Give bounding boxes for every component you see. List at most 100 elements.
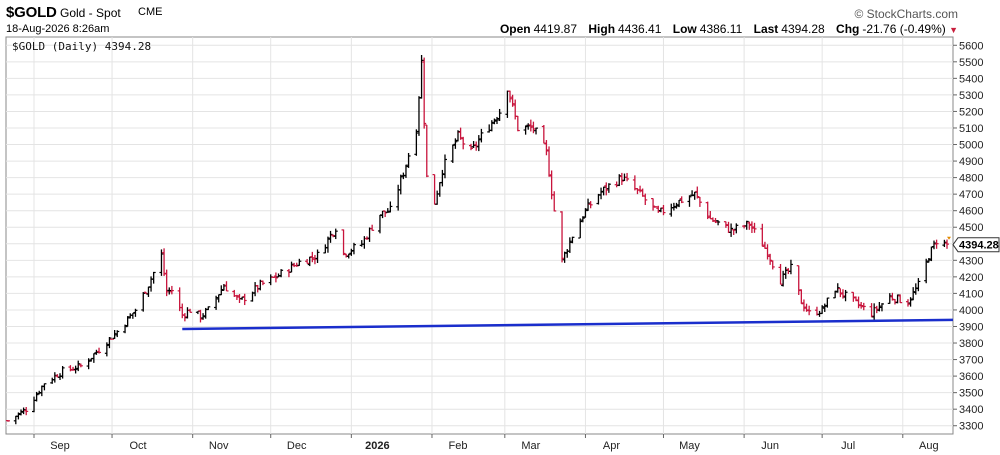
y-tick-label: 3300 [959,421,983,433]
ohlc-bar [744,220,749,230]
ohlc-bar [115,330,120,338]
ohlc-bar [716,220,721,226]
high-label: High [588,22,616,36]
y-tick-label: 5600 [959,40,983,52]
x-tick-label: Dec [287,440,307,452]
ohlc-bar [471,141,476,148]
ohlc-bar [583,208,588,218]
ohlc-bar [856,296,861,309]
ohlc-bar [461,136,466,150]
ohlc-bar [328,230,333,243]
x-tick-label: Feb [448,440,467,452]
y-tick-label: 5100 [959,123,983,135]
trendline [182,318,954,331]
ohlc-bar [749,221,754,234]
ohlc-bar [783,266,788,279]
brand-logo[interactable]: © StockCharts.com [854,7,958,21]
ohlc-bar [497,108,502,122]
x-tick-label: Sep [50,440,70,452]
ohlc-bar [731,229,736,236]
y-tick-label: 3500 [959,388,983,400]
x-tick-label: Nov [209,440,229,452]
ohlc-bar [6,420,10,422]
y-tick-label: 4100 [959,288,983,300]
ohlc-bar [442,154,447,179]
ohlc-bar [107,337,112,349]
ohlc-bar [19,409,24,416]
ohlc-bar [133,308,138,317]
y-tick-label: 4000 [959,305,983,317]
ohlc-bar [112,329,117,339]
ohlc-bar [422,57,427,129]
ohlc-bar [21,407,26,415]
x-tick-label: Oct [129,440,146,452]
ohlc-bar [94,349,99,355]
ohlc-bar [310,251,315,263]
ohlc-bar [305,258,310,265]
ohlc-bar [97,347,102,354]
y-tick-label: 4200 [959,272,983,284]
high-value: 4436.41 [618,22,662,36]
ohlc-bar [370,224,375,231]
ohlc-bar [76,360,81,372]
ohlc-bar [331,234,336,238]
exchange-label: CME [138,6,163,18]
ohlc-bar [770,260,775,270]
x-tick-label: Jul [841,440,855,452]
ohlc-bar [778,264,783,285]
quote-datetime: 18-Aug-2026 8:26am [6,23,110,35]
ohlc-bar [752,222,757,233]
ohlc-bar [908,297,913,307]
low-label: Low [672,22,697,36]
ohlc-bar [341,229,346,256]
ohlc-bar [874,305,879,314]
ohlc-bar [768,253,773,265]
x-tick-label: Apr [603,440,620,452]
ohlc-bar [206,306,211,311]
x-tick-label: May [679,440,700,452]
ohlc-bar [34,391,39,402]
open-label: Open [499,22,531,36]
last-price-pointer [947,236,951,240]
ohlc-bar [414,129,419,156]
ohlc-bar [788,259,793,275]
ohlc-bar [651,198,656,211]
symbol-title: $GOLD [6,4,57,21]
ohlc-bar [601,186,606,196]
ohlc-bar [325,236,330,253]
last-price-label: 4394.28 [959,240,999,252]
y-tick-label: 5300 [959,90,983,102]
ohlc-bar [931,240,936,250]
ohlc-bar [440,169,445,187]
ohlc-bar [853,296,858,302]
ohlc-bar [851,291,856,302]
ohlc-bar [297,258,302,266]
ohlc-bar [333,228,338,240]
ohlc-bar [385,208,390,213]
ohlc-bar [692,191,697,200]
ohlc-bar [388,201,393,213]
ohlc-bar [52,372,57,383]
support-trendline [182,318,954,331]
ohlc-bar [617,174,622,187]
ohlc-bar [606,183,611,193]
ohlc-bar [567,237,572,253]
ohlc-bar [833,290,838,299]
ohlc-bar [450,144,455,163]
open-value: 4419.87 [533,22,578,36]
ohlc-bar [474,141,479,151]
ohlc-bar [838,287,843,298]
ohlc-bar [24,406,29,416]
ohlc-bar [835,283,840,293]
ohlc-bar [859,301,864,309]
chart-inset-label: $GOLD (Daily) 4394.28 [12,40,151,53]
ohlc-bar [804,303,809,312]
ohlc-bar [198,309,203,323]
ohlc-bar [68,365,73,372]
ohlc-bar [747,221,752,230]
ohlc-bar [760,223,765,247]
ohlc-bar [799,289,804,305]
ohlc-bar [656,205,661,213]
ohlc-bar [479,128,484,143]
